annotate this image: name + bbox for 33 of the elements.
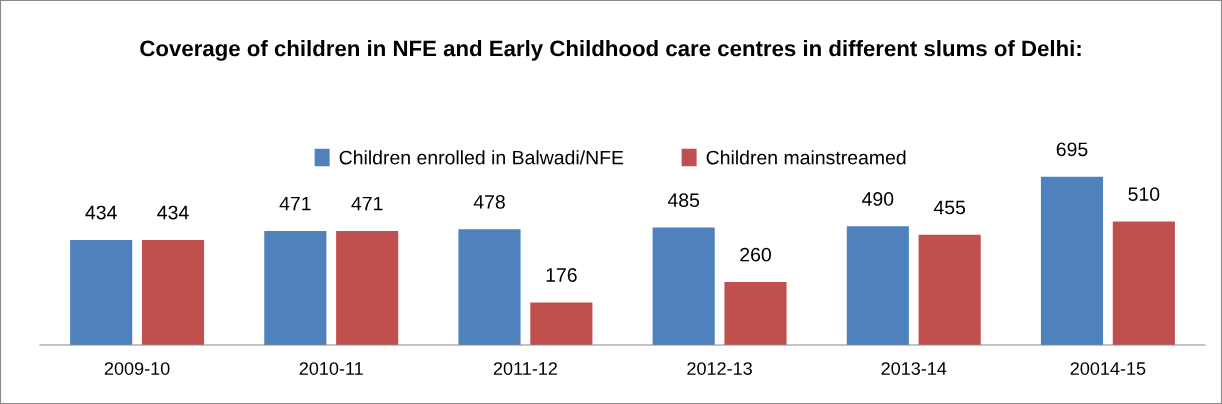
x-tick-label: 2013-14 bbox=[881, 362, 947, 375]
bar bbox=[70, 239, 133, 345]
data-label: 176 bbox=[546, 268, 577, 282]
bar bbox=[1040, 176, 1104, 345]
data-label: 478 bbox=[473, 194, 505, 209]
data-label: 510 bbox=[1128, 187, 1160, 202]
data-label: 455 bbox=[933, 200, 966, 215]
chart-title: Coverage of children in NFE and Early Childhood care centres in different slums of Delhi: bbox=[140, 40, 1081, 61]
bar bbox=[724, 282, 787, 345]
data-label: 434 bbox=[157, 205, 189, 220]
x-tick-label: 2012-13 bbox=[687, 362, 752, 375]
data-label: 485 bbox=[667, 193, 700, 208]
x-tick-label: 20014-15 bbox=[1070, 362, 1146, 375]
bar bbox=[918, 234, 981, 345]
data-label: 490 bbox=[862, 192, 894, 206]
x-tick-label: 2009-10 bbox=[104, 362, 170, 375]
x-tick-label: 2011-12 bbox=[493, 362, 557, 375]
bar bbox=[1112, 221, 1175, 345]
data-label: 695 bbox=[1056, 142, 1088, 157]
bar bbox=[336, 230, 399, 345]
bar bbox=[141, 239, 205, 345]
legend-label: Children mainstreamed bbox=[706, 150, 906, 165]
x-tick-label: 2010-11 bbox=[299, 362, 363, 375]
bar bbox=[264, 230, 327, 345]
data-label: 434 bbox=[85, 205, 117, 220]
legend-label: Children enrolled in Balwadi/NFE bbox=[339, 150, 624, 165]
bar bbox=[652, 227, 715, 345]
bar bbox=[846, 226, 909, 345]
data-label: 471 bbox=[351, 196, 383, 211]
data-label: 471 bbox=[279, 196, 311, 211]
bar bbox=[530, 302, 593, 345]
data-label: 260 bbox=[740, 247, 771, 262]
bar bbox=[458, 229, 521, 345]
